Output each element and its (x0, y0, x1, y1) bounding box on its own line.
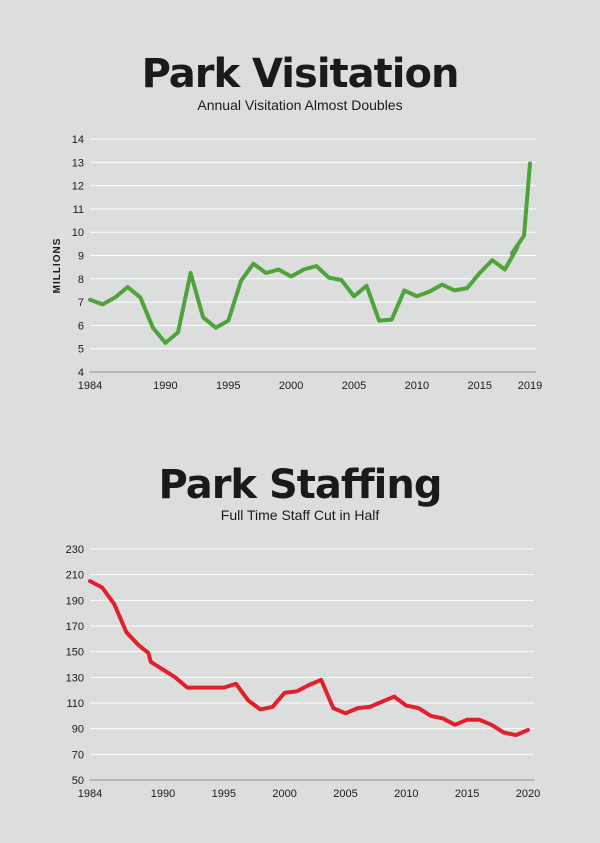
visitation-x-tick-label: 2019 (518, 380, 542, 392)
staffing-y-tick-label: 150 (66, 647, 84, 659)
visitation-y-tick-label: 8 (78, 274, 84, 286)
staffing-y-tick-label: 190 (66, 595, 84, 607)
staffing-series-line (88, 579, 530, 738)
visitation-y-tick-label: 9 (78, 251, 84, 263)
visitation-y-axis-label: MILLIONS (52, 238, 63, 294)
staffing-y-tick-label: 230 (66, 544, 84, 556)
visitation-y-tick-label: 12 (72, 181, 84, 193)
visitation-x-tick-label: 1984 (78, 380, 102, 392)
visitation-x-tick-label: 1995 (216, 380, 240, 392)
visitation-x-tick-label: 2010 (405, 380, 429, 392)
visitation-x-tick-label: 1990 (153, 380, 177, 392)
staffing-x-tick-label: 2005 (333, 788, 357, 800)
staffing-y-tick-label: 50 (72, 775, 84, 787)
visitation-y-tick-label: 4 (78, 367, 84, 379)
staffing-title: Park Staffing (158, 462, 442, 508)
visitation-y-tick-label: 14 (72, 134, 84, 146)
visitation-y-tick-label: 10 (72, 227, 84, 239)
staffing-x-tick-label: 2000 (272, 788, 296, 800)
staffing-chart: 50 70 90 110 130 150 170 190 210 230 1984 1990 1995 2… (66, 544, 541, 800)
visitation-y-tick-label: 6 (78, 320, 84, 332)
visitation-subtitle: Annual Visitation Almost Doubles (197, 97, 403, 113)
staffing-x-tick-label: 2010 (394, 788, 418, 800)
visitation-series-line (88, 161, 532, 345)
staffing-x-tick-label: 1990 (151, 788, 175, 800)
visitation-title: Park Visitation (141, 51, 460, 97)
staffing-y-tick-label: 210 (66, 570, 84, 582)
staffing-subtitle: Full Time Staff Cut in Half (220, 507, 380, 523)
visitation-y-tick-label: 11 (73, 204, 84, 216)
visitation-y-tick-label: 7 (78, 297, 84, 309)
staffing-y-tick-label: 90 (72, 724, 84, 736)
visitation-x-tick-label: 2015 (467, 380, 491, 392)
visitation-y-tick-label: 13 (72, 157, 84, 169)
staffing-x-tick-label: 1995 (212, 788, 236, 800)
staffing-y-tick-label: 70 (72, 749, 84, 761)
visitation-x-tick-label: 2000 (279, 380, 303, 392)
staffing-y-tick-label: 110 (66, 698, 84, 710)
staffing-x-tick-label: 2020 (516, 788, 540, 800)
staffing-y-tick-label: 130 (66, 672, 84, 684)
staffing-x-tick-label: 1984 (78, 788, 102, 800)
staffing-x-tick-label: 2015 (455, 788, 479, 800)
visitation-y-tick-label: 5 (78, 344, 84, 356)
staffing-y-tick-label: 170 (66, 621, 84, 633)
visitation-chart: 4 5 6 7 8 9 10 11 12 13 14 1984 1990 1995 2000 2005 2010… (52, 134, 542, 392)
visitation-x-tick-label: 2005 (342, 380, 366, 392)
